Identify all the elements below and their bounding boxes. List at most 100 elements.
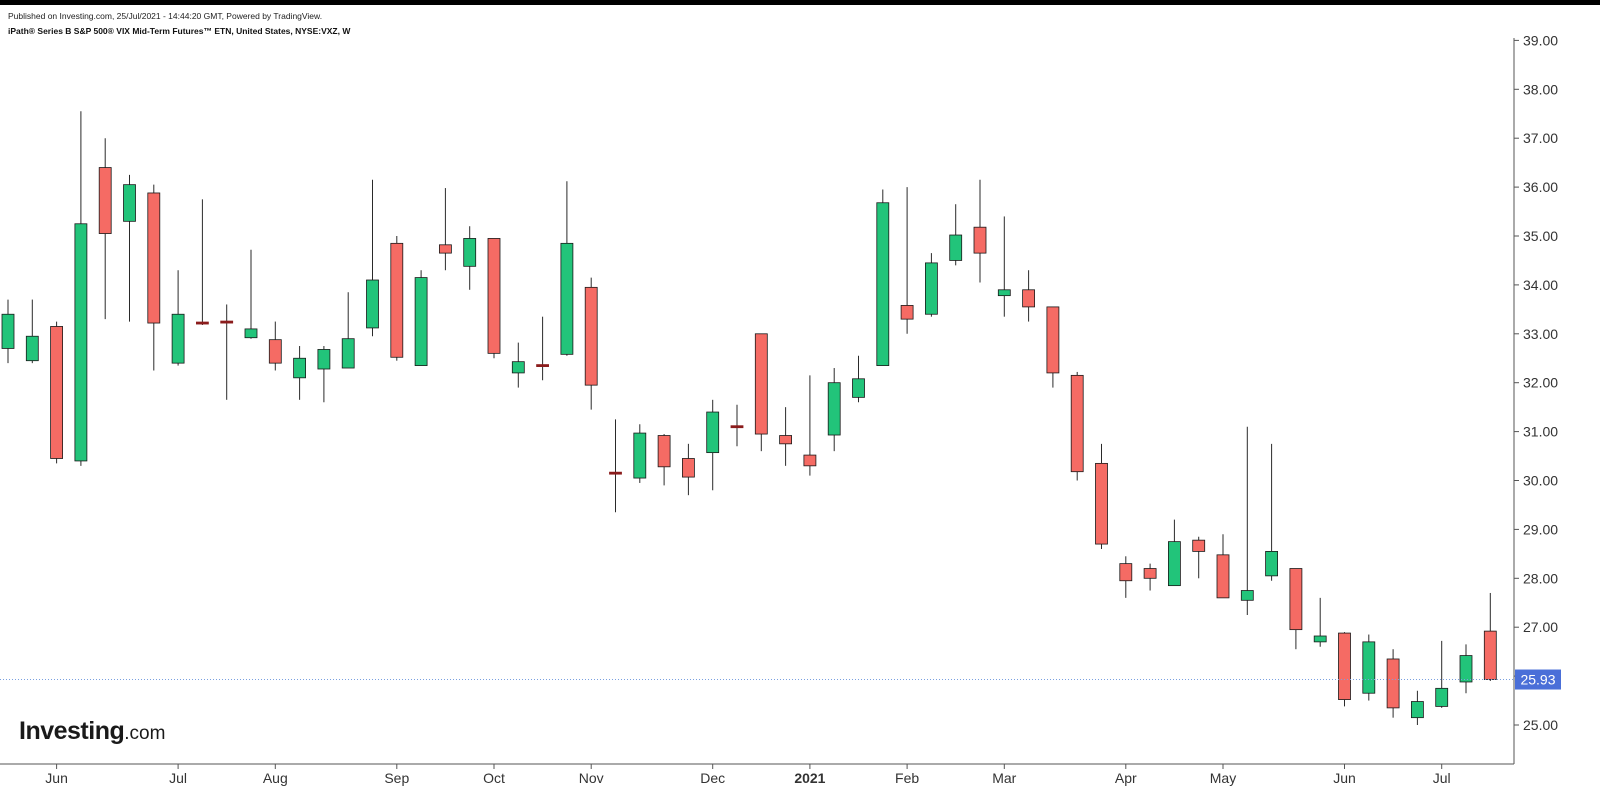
x-tick-label: Jul [1433, 770, 1451, 786]
candle-body [366, 279, 379, 329]
candle-body [1411, 701, 1424, 719]
candle-body [1483, 630, 1497, 680]
candle-36 [876, 189, 890, 366]
candle-8 [195, 199, 209, 325]
y-tick-label: 31.00 [1523, 424, 1558, 440]
candle-5 [123, 174, 136, 322]
y-tick-label: 27.00 [1523, 619, 1558, 635]
candle-24 [584, 277, 598, 410]
candle-body [98, 167, 112, 234]
candle-body [438, 244, 452, 254]
candle-body [1313, 635, 1327, 643]
candle-34 [827, 368, 841, 452]
candle-35 [852, 355, 865, 403]
candle-3 [74, 111, 88, 466]
candle-49 [1192, 536, 1206, 579]
candle-1 [25, 299, 39, 364]
candle-body [50, 326, 63, 459]
candle-7 [171, 270, 185, 366]
published-note: Published on Investing.com, 25/Jul/2021 … [8, 11, 323, 21]
candle-body [852, 378, 865, 398]
candle-body [1119, 563, 1133, 582]
candle-body [730, 425, 744, 429]
x-tick-label: Jun [1333, 770, 1356, 786]
y-tick-label: 29.00 [1523, 521, 1558, 537]
candle-body [123, 184, 136, 222]
candle-body [195, 321, 209, 325]
candle-32 [779, 407, 792, 466]
candle-6 [147, 184, 161, 371]
candle-body [1240, 590, 1254, 601]
candle-body [609, 471, 622, 475]
candle-30 [730, 404, 744, 447]
candle-17 [414, 270, 428, 366]
last-price-badge [1515, 669, 1561, 690]
candle-25 [609, 419, 622, 513]
candle-56 [1362, 634, 1376, 701]
candle-body [1459, 655, 1473, 683]
candle-body [1338, 632, 1351, 700]
x-tick-label: 2021 [794, 770, 825, 786]
candle-21 [511, 342, 525, 388]
candle-45 [1095, 443, 1108, 549]
candle-43 [1046, 306, 1060, 388]
y-tick-label: 25.00 [1523, 717, 1558, 733]
candle-38 [925, 253, 938, 317]
y-tick-label: 34.00 [1523, 277, 1558, 293]
candle-body [1070, 374, 1084, 473]
candle-body [317, 349, 331, 370]
x-tick-label: Nov [579, 770, 604, 786]
candle-body [341, 338, 355, 369]
y-tick-label: 30.00 [1523, 473, 1558, 489]
candle-28 [682, 443, 695, 496]
candle-body [584, 286, 598, 386]
candle-body [997, 289, 1011, 297]
candle-18 [438, 188, 452, 271]
investing-logo: Investing.com [19, 717, 165, 746]
candle-body [463, 238, 477, 267]
chart-title: iPath® Series B S&P 500® VIX Mid-Term Fu… [8, 26, 351, 36]
candle-12 [293, 346, 307, 400]
candle-body [925, 262, 938, 315]
x-tick-label: Jun [45, 770, 68, 786]
candle-27 [657, 434, 671, 486]
candle-body [633, 432, 647, 479]
candles-layer [1, 111, 1497, 725]
candle-39 [949, 204, 963, 266]
candle-body [1386, 658, 1400, 709]
candle-22 [536, 316, 549, 381]
candle-29 [706, 399, 720, 491]
candle-55 [1338, 632, 1351, 707]
candle-37 [900, 187, 914, 334]
candle-46 [1119, 556, 1133, 598]
x-tick-label: Apr [1115, 770, 1137, 786]
candle-31 [754, 333, 768, 452]
candle-20 [487, 238, 501, 359]
candle-59 [1435, 640, 1449, 708]
candle-body [1216, 554, 1230, 599]
candle-23 [560, 181, 574, 356]
candle-body [1022, 289, 1035, 308]
y-tick-label: 36.00 [1523, 179, 1558, 195]
candle-body [147, 192, 161, 324]
x-tick-label: Aug [263, 770, 288, 786]
candle-14 [341, 292, 355, 369]
candle-body [1192, 539, 1206, 552]
x-tick-label: May [1210, 770, 1236, 786]
x-tick-label: Oct [483, 770, 505, 786]
candle-body [706, 411, 720, 454]
candle-body [876, 202, 890, 366]
x-tick-label: Mar [992, 770, 1016, 786]
x-tick-label: Jul [169, 770, 187, 786]
candle-body [487, 238, 501, 354]
candle-body [171, 313, 185, 364]
y-tick-label: 33.00 [1523, 326, 1558, 342]
candle-body [25, 335, 39, 362]
candle-4 [98, 138, 112, 320]
candle-body [1046, 306, 1060, 374]
candle-body [754, 333, 768, 435]
last-price-label: 25.93 [1520, 672, 1555, 688]
candle-10 [244, 249, 258, 339]
candle-body [973, 226, 987, 254]
